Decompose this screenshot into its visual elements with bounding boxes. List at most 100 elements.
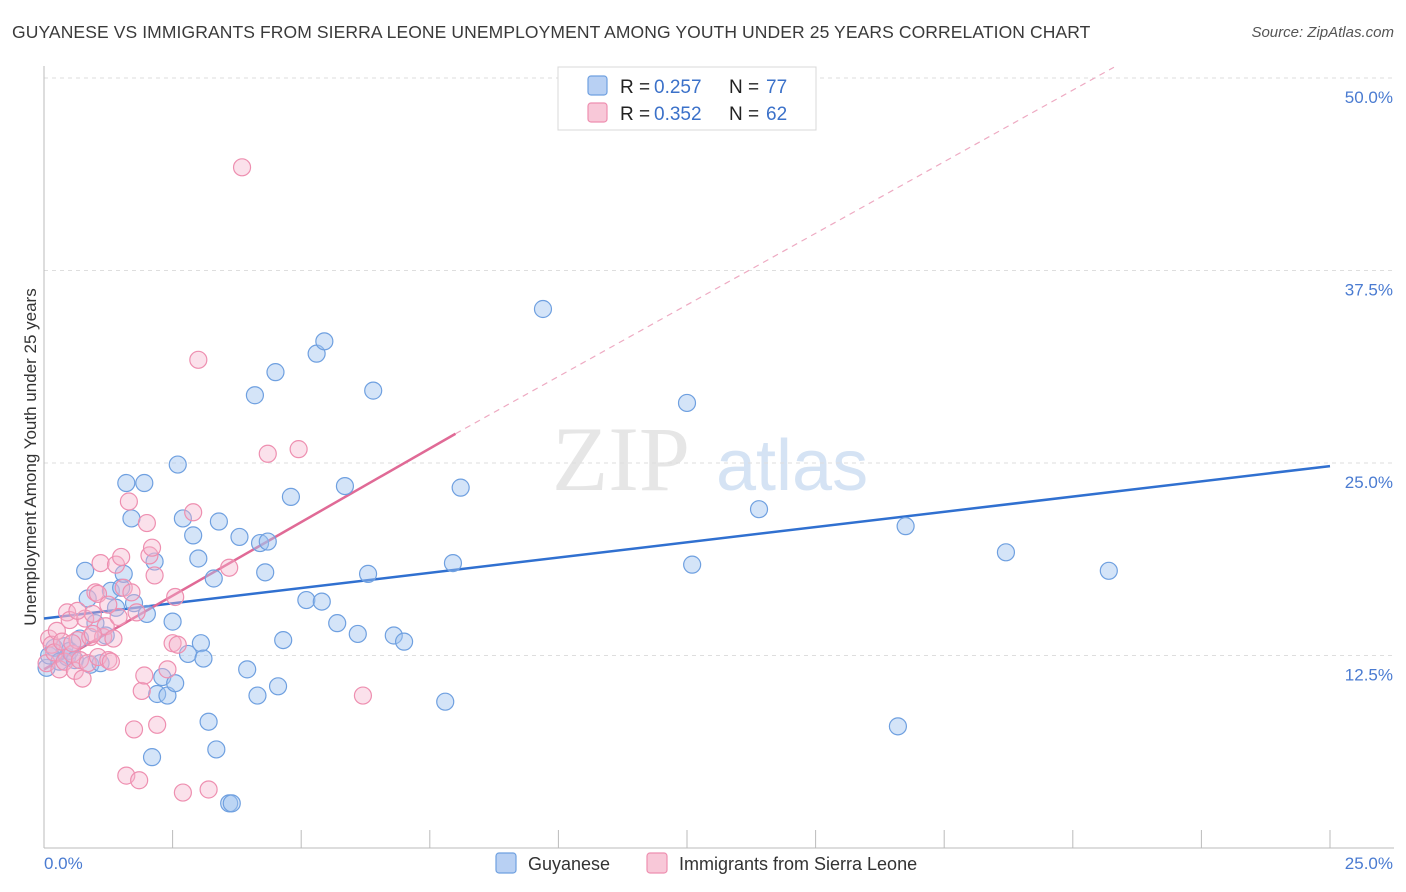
- point-guyanese: [135, 473, 154, 493]
- point-guyanese: [117, 473, 136, 493]
- point-sierra-leone: [142, 538, 162, 557]
- point-sierra-leone: [55, 652, 74, 671]
- point-guyanese: [207, 740, 226, 759]
- watermark-zip: ZIP: [552, 408, 690, 510]
- point-guyanese: [328, 614, 347, 633]
- bottom-legend-swatch-sierra-leone: [646, 852, 668, 874]
- point-sierra-leone: [83, 604, 102, 624]
- legend-n-value-2: 62: [766, 104, 787, 125]
- point-guyanese: [256, 563, 275, 582]
- bottom-legend-guyanese: Guyanese: [528, 854, 610, 874]
- point-sierra-leone: [145, 566, 164, 585]
- point-guyanese: [266, 363, 285, 382]
- point-sierra-leone: [101, 652, 120, 671]
- point-guyanese: [281, 487, 301, 506]
- point-guyanese: [348, 624, 367, 644]
- point-sierra-leone: [135, 666, 154, 685]
- point-guyanese: [168, 455, 187, 474]
- point-sierra-leone: [68, 601, 87, 620]
- legend-n-label-2: N =: [729, 104, 759, 125]
- trendline-guyanese: [43, 464, 1331, 620]
- point-sierra-leone: [83, 624, 102, 644]
- point-sierra-leone: [220, 558, 239, 577]
- point-sierra-leone: [63, 634, 82, 653]
- point-sierra-leone: [199, 780, 218, 799]
- point-sierra-leone: [60, 610, 79, 630]
- point-guyanese: [222, 794, 241, 813]
- point-sierra-leone: [127, 603, 146, 622]
- point-sierra-leone: [104, 629, 123, 648]
- point-guyanese: [166, 674, 185, 693]
- point-guyanese: [173, 509, 192, 528]
- point-guyanese: [443, 553, 463, 573]
- point-sierra-leone: [353, 686, 373, 705]
- point-guyanese: [199, 712, 218, 731]
- source-label: Source: ZipAtlas.com: [1251, 24, 1394, 41]
- point-sierra-leone: [91, 553, 110, 573]
- point-sierra-leone: [168, 635, 187, 654]
- point-sierra-leone: [258, 444, 277, 463]
- point-guyanese: [312, 592, 331, 611]
- point-guyanese: [248, 686, 267, 705]
- point-guyanese: [451, 478, 470, 497]
- point-guyanese: [250, 533, 270, 553]
- point-sierra-leone: [148, 715, 167, 734]
- legend-n-value-1: 77: [766, 77, 787, 98]
- point-guyanese: [896, 517, 915, 536]
- point-guyanese: [683, 555, 702, 574]
- bottom-legend-sierra-leone: Immigrants from Sierra Leone: [679, 854, 917, 874]
- legend-n-label-1: N =: [729, 77, 759, 98]
- point-sierra-leone: [109, 607, 128, 627]
- point-guyanese: [533, 299, 553, 319]
- point-sierra-leone: [232, 158, 252, 177]
- legend-r-label-1: R =: [620, 77, 650, 98]
- point-sierra-leone: [189, 350, 208, 369]
- point-guyanese: [268, 677, 288, 696]
- point-sierra-leone: [137, 513, 156, 533]
- legend-swatch-sierra-leone: [587, 102, 608, 123]
- y-axis-label: Unemployment Among Youth under 25 years: [21, 288, 40, 625]
- point-sierra-leone: [73, 669, 92, 688]
- point-sierra-leone: [184, 503, 203, 522]
- point-guyanese: [436, 692, 455, 711]
- point-guyanese: [189, 549, 208, 568]
- y-tick-label: 12.5%: [1345, 666, 1393, 685]
- point-sierra-leone: [158, 660, 177, 679]
- legend-swatch-guyanese: [587, 75, 608, 96]
- point-guyanese: [364, 381, 383, 400]
- point-guyanese: [297, 590, 316, 610]
- point-sierra-leone: [173, 783, 192, 802]
- point-guyanese: [245, 386, 265, 405]
- point-sierra-leone: [78, 654, 97, 673]
- point-guyanese: [749, 500, 769, 519]
- point-guyanese: [394, 632, 414, 651]
- point-guyanese: [238, 660, 257, 679]
- point-guyanese: [204, 569, 223, 588]
- point-guyanese: [191, 634, 210, 653]
- point-guyanese: [358, 564, 378, 583]
- point-guyanese: [194, 649, 213, 668]
- point-guyanese: [888, 717, 908, 736]
- point-sierra-leone: [119, 492, 138, 511]
- point-guyanese: [1099, 561, 1118, 580]
- point-guyanese: [76, 561, 95, 580]
- point-sierra-leone: [122, 583, 141, 602]
- point-guyanese: [384, 626, 403, 645]
- point-guyanese: [258, 532, 277, 551]
- watermark-atlas: atlas: [716, 426, 868, 506]
- point-guyanese: [142, 748, 162, 767]
- point-guyanese: [163, 612, 182, 631]
- trendline-sierra-leone-extension: [455, 66, 1115, 435]
- point-sierra-leone: [132, 681, 151, 701]
- point-guyanese: [122, 509, 141, 528]
- point-guyanese: [315, 332, 334, 351]
- x-tick-label-max: 25.0%: [1345, 854, 1393, 873]
- point-guyanese: [209, 512, 228, 531]
- point-guyanese: [184, 526, 203, 545]
- legend-r-value-1: 0.257: [654, 77, 702, 98]
- point-sierra-leone: [130, 771, 149, 790]
- point-guyanese: [274, 630, 293, 650]
- point-guyanese: [230, 527, 249, 547]
- point-sierra-leone: [124, 720, 144, 739]
